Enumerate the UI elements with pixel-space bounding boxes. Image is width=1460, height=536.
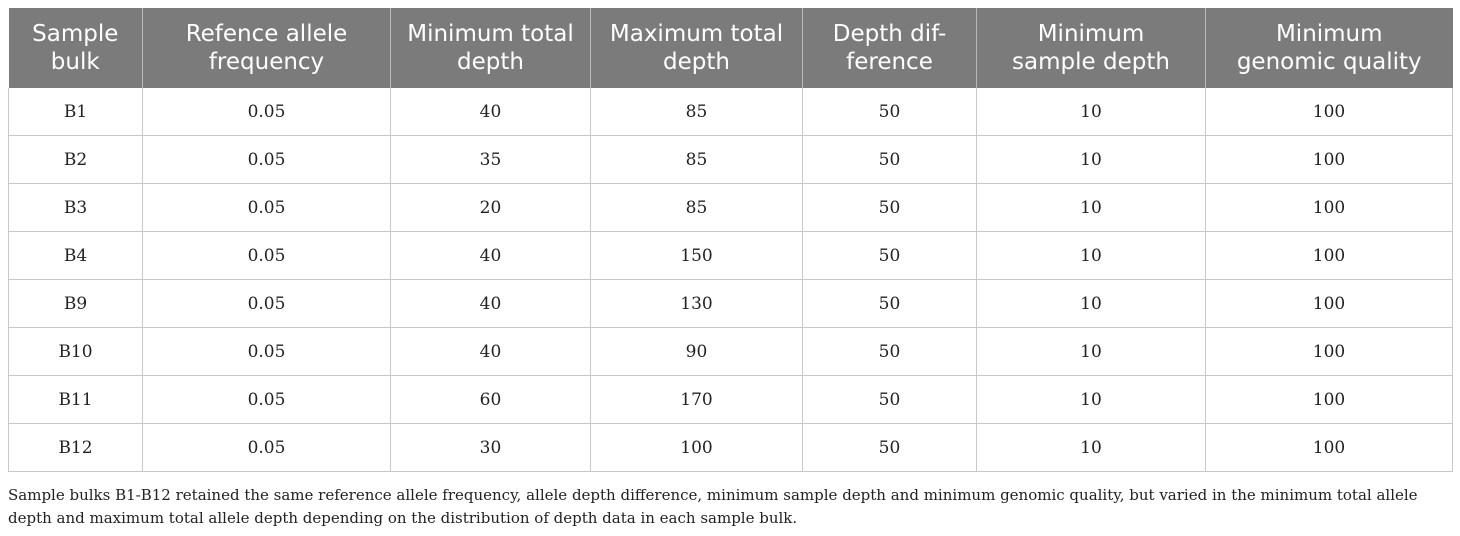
cell-maximum-total-depth: 85: [590, 135, 803, 184]
header-maximum-total-depth: Maximum total depth: [590, 8, 803, 88]
table-row: B3 0.05 20 85 50 10 100: [8, 183, 1453, 232]
cell-minimum-sample-depth: 10: [976, 88, 1206, 136]
cell-maximum-total-depth: 85: [590, 88, 803, 136]
header-line: Depth dif-: [832, 21, 947, 47]
cell-sample-bulk: B10: [8, 327, 143, 376]
table-row: B11 0.05 60 170 50 10 100: [8, 375, 1453, 424]
cell-sample-bulk: B4: [8, 231, 143, 280]
cell-reference-allele-frequency: 0.05: [142, 135, 391, 184]
cell-maximum-total-depth: 90: [590, 327, 803, 376]
cell-minimum-total-depth: 30: [390, 423, 591, 472]
cell-sample-bulk: B12: [8, 423, 143, 472]
header-line: sample depth: [1012, 49, 1170, 75]
table-body: B1 0.05 40 85 50 10 100 B2 0.05 35 85 50…: [8, 88, 1453, 472]
cell-minimum-sample-depth: 10: [976, 279, 1206, 328]
header-line: Minimum total: [407, 21, 574, 47]
cell-minimum-genomic-quality: 100: [1205, 183, 1453, 232]
cell-reference-allele-frequency: 0.05: [142, 183, 391, 232]
cell-depth-difference: 50: [802, 135, 977, 184]
header-line: Minimum: [1275, 21, 1383, 47]
table-header: Sample bulk Refence allele frequency Minim…: [8, 8, 1453, 88]
cell-minimum-sample-depth: 10: [976, 135, 1206, 184]
cell-minimum-total-depth: 35: [390, 135, 591, 184]
header-line: Sample: [32, 21, 119, 47]
header-depth-difference: Depth dif-ference: [802, 8, 977, 88]
cell-minimum-genomic-quality: 100: [1205, 135, 1453, 184]
cell-minimum-total-depth: 60: [390, 375, 591, 424]
cell-sample-bulk: B9: [8, 279, 143, 328]
cell-reference-allele-frequency: 0.05: [142, 375, 391, 424]
header-line: Minimum: [1037, 21, 1145, 47]
header-line: frequency: [208, 49, 325, 75]
table-row: B1 0.05 40 85 50 10 100: [8, 88, 1453, 136]
header-minimum-genomic-quality: Minimum genomic quality: [1205, 8, 1453, 88]
cell-depth-difference: 50: [802, 375, 977, 424]
cell-sample-bulk: B3: [8, 183, 143, 232]
header-line: bulk: [50, 49, 100, 75]
header-line: ference: [846, 49, 933, 75]
header-reference-allele-frequency: Refence allele frequency: [142, 8, 391, 88]
header-sample-bulk: Sample bulk: [8, 8, 143, 88]
cell-minimum-total-depth: 40: [390, 88, 591, 136]
cell-minimum-genomic-quality: 100: [1205, 279, 1453, 328]
header-minimum-sample-depth: Minimum sample depth: [976, 8, 1206, 88]
parameter-table: Sample bulk Refence allele frequency Minim…: [8, 8, 1453, 472]
table-row: B2 0.05 35 85 50 10 100: [8, 135, 1453, 184]
header-minimum-total-depth: Minimum total depth: [390, 8, 591, 88]
cell-minimum-sample-depth: 10: [976, 423, 1206, 472]
cell-minimum-sample-depth: 10: [976, 231, 1206, 280]
cell-reference-allele-frequency: 0.05: [142, 88, 391, 136]
cell-minimum-genomic-quality: 100: [1205, 327, 1453, 376]
cell-minimum-sample-depth: 10: [976, 327, 1206, 376]
cell-minimum-sample-depth: 10: [976, 183, 1206, 232]
table-row: B9 0.05 40 130 50 10 100: [8, 279, 1453, 328]
table-row: B10 0.05 40 90 50 10 100: [8, 327, 1453, 376]
header-line: depth: [457, 49, 524, 75]
cell-depth-difference: 50: [802, 279, 977, 328]
cell-minimum-total-depth: 40: [390, 327, 591, 376]
table-row: B4 0.05 40 150 50 10 100: [8, 231, 1453, 280]
cell-minimum-genomic-quality: 100: [1205, 423, 1453, 472]
header-line: depth: [663, 49, 730, 75]
cell-minimum-sample-depth: 10: [976, 375, 1206, 424]
table-row: B12 0.05 30 100 50 10 100: [8, 423, 1453, 472]
cell-sample-bulk: B11: [8, 375, 143, 424]
cell-sample-bulk: B2: [8, 135, 143, 184]
cell-reference-allele-frequency: 0.05: [142, 279, 391, 328]
cell-maximum-total-depth: 150: [590, 231, 803, 280]
cell-reference-allele-frequency: 0.05: [142, 327, 391, 376]
cell-minimum-total-depth: 40: [390, 231, 591, 280]
header-line: Maximum total: [609, 21, 784, 47]
cell-minimum-total-depth: 20: [390, 183, 591, 232]
cell-depth-difference: 50: [802, 423, 977, 472]
data-table-container: Sample bulk Refence allele frequency Minim…: [8, 8, 1453, 472]
cell-minimum-genomic-quality: 100: [1205, 231, 1453, 280]
cell-reference-allele-frequency: 0.05: [142, 423, 391, 472]
header-line: genomic quality: [1236, 49, 1422, 75]
cell-reference-allele-frequency: 0.05: [142, 231, 391, 280]
cell-depth-difference: 50: [802, 183, 977, 232]
cell-maximum-total-depth: 130: [590, 279, 803, 328]
cell-minimum-genomic-quality: 100: [1205, 88, 1453, 136]
cell-depth-difference: 50: [802, 88, 977, 136]
header-row: Sample bulk Refence allele frequency Minim…: [8, 8, 1453, 88]
cell-maximum-total-depth: 170: [590, 375, 803, 424]
cell-maximum-total-depth: 100: [590, 423, 803, 472]
cell-depth-difference: 50: [802, 327, 977, 376]
cell-depth-difference: 50: [802, 231, 977, 280]
cell-minimum-total-depth: 40: [390, 279, 591, 328]
cell-maximum-total-depth: 85: [590, 183, 803, 232]
cell-sample-bulk: B1: [8, 88, 143, 136]
table-footnote: Sample bulks B1-B12 retained the same re…: [8, 486, 1418, 527]
header-line: Refence allele: [185, 21, 348, 47]
cell-minimum-genomic-quality: 100: [1205, 375, 1453, 424]
